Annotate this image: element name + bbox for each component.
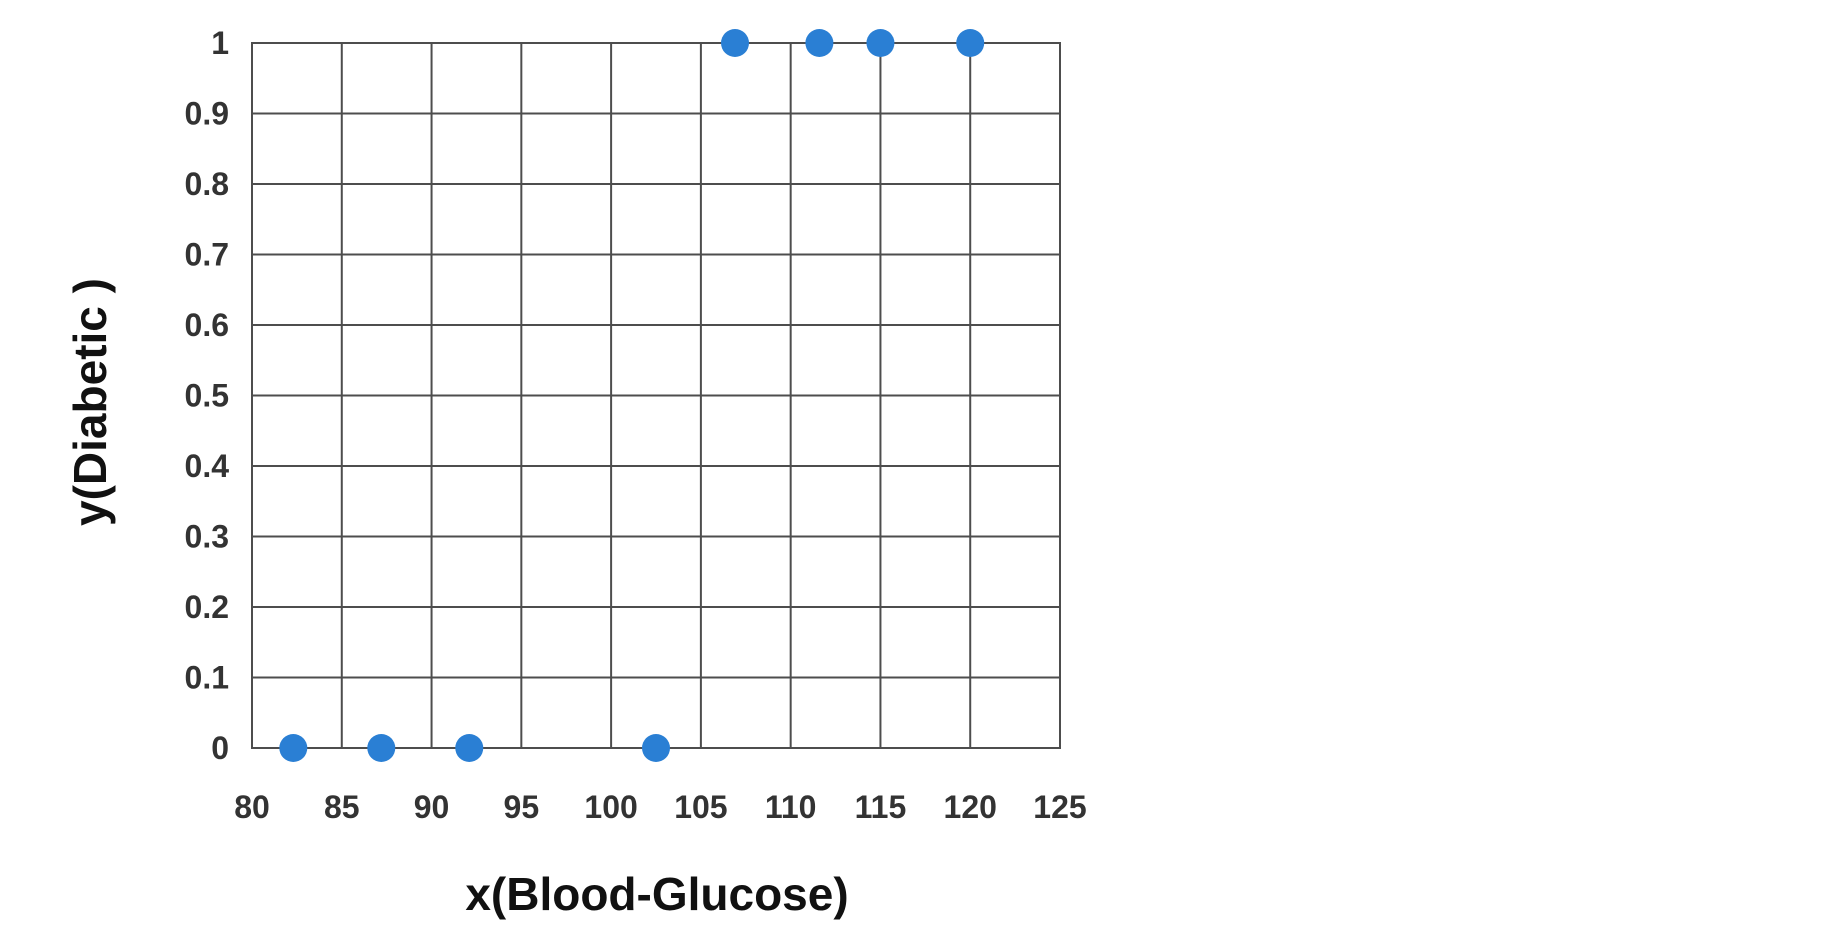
y-tick-label: 0.8 [185,166,229,202]
y-tick-label: 1 [211,25,229,61]
data-point [642,734,670,762]
y-tick-label: 0 [211,730,229,766]
data-point [367,734,396,762]
y-tick-label: 0.2 [185,589,229,625]
x-tick-label: 110 [765,789,817,825]
x-tick-label: 100 [584,789,637,825]
x-tick-label: 80 [234,789,270,825]
x-tick-label: 115 [855,789,907,825]
y-tick-label: 0.9 [185,96,229,132]
x-tick-label: 120 [944,789,997,825]
data-points [279,29,985,762]
y-tick-label: 0.7 [185,237,229,273]
x-axis-tick-labels: 80 85 90 95 100 105 110 115 120 125 [234,789,1086,825]
y-axis-tick-labels: 0 0.1 0.2 0.3 0.4 0.5 0.6 0.7 0.8 0.9 1 [185,25,230,766]
data-point [279,734,308,762]
x-tick-label: 90 [414,789,450,825]
y-tick-label: 0.1 [185,660,229,696]
y-tick-label: 0.4 [185,448,230,484]
y-axis-label: y(Diabetic ) [64,278,116,526]
data-point [956,29,985,57]
data-point [455,734,484,762]
x-tick-label: 95 [504,789,540,825]
data-point [866,29,895,57]
plot-grid [251,42,1061,749]
data-point [805,29,834,57]
y-tick-label: 0.5 [185,378,229,414]
x-tick-label: 85 [324,789,360,825]
x-tick-label: 105 [674,789,727,825]
y-tick-label: 0.3 [185,519,229,555]
x-axis-label: x(Blood-Glucose) [465,868,848,920]
y-tick-label: 0.6 [185,307,229,343]
x-tick-label: 125 [1033,789,1086,825]
data-point [721,29,750,57]
